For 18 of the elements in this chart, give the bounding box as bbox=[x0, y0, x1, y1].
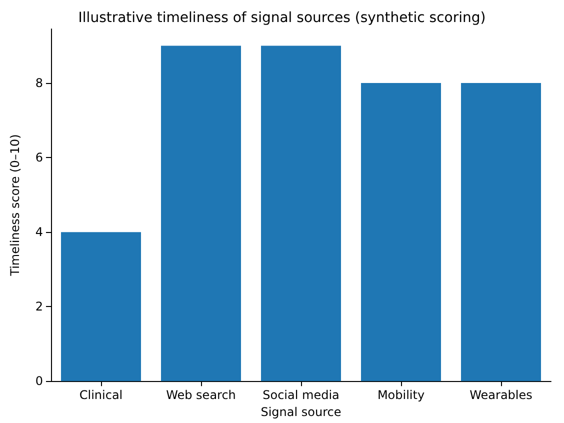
bar bbox=[261, 46, 341, 382]
bar bbox=[161, 46, 241, 382]
x-tick-label: Web search bbox=[166, 388, 236, 402]
y-tick-label: 2 bbox=[35, 300, 43, 314]
bar bbox=[361, 83, 441, 382]
y-tick-label: 4 bbox=[35, 225, 43, 240]
y-tick-label: 8 bbox=[35, 76, 43, 90]
x-tick-label: Mobility bbox=[377, 388, 425, 402]
x-axis-title: Signal source bbox=[260, 405, 342, 419]
y-tick-label: 0 bbox=[35, 374, 43, 388]
y-axis-title: Timeliness score (0–10) bbox=[8, 134, 22, 277]
x-tick-label: Clinical bbox=[79, 388, 123, 402]
bar bbox=[461, 83, 541, 382]
chart-title: Illustrative timeliness of signal sources (synthetic scoring) bbox=[78, 10, 486, 26]
y-tick-label: 6 bbox=[35, 150, 43, 165]
x-tick-label: Wearables bbox=[470, 388, 532, 402]
x-tick-label: Social media bbox=[262, 388, 340, 402]
bar bbox=[61, 232, 141, 382]
